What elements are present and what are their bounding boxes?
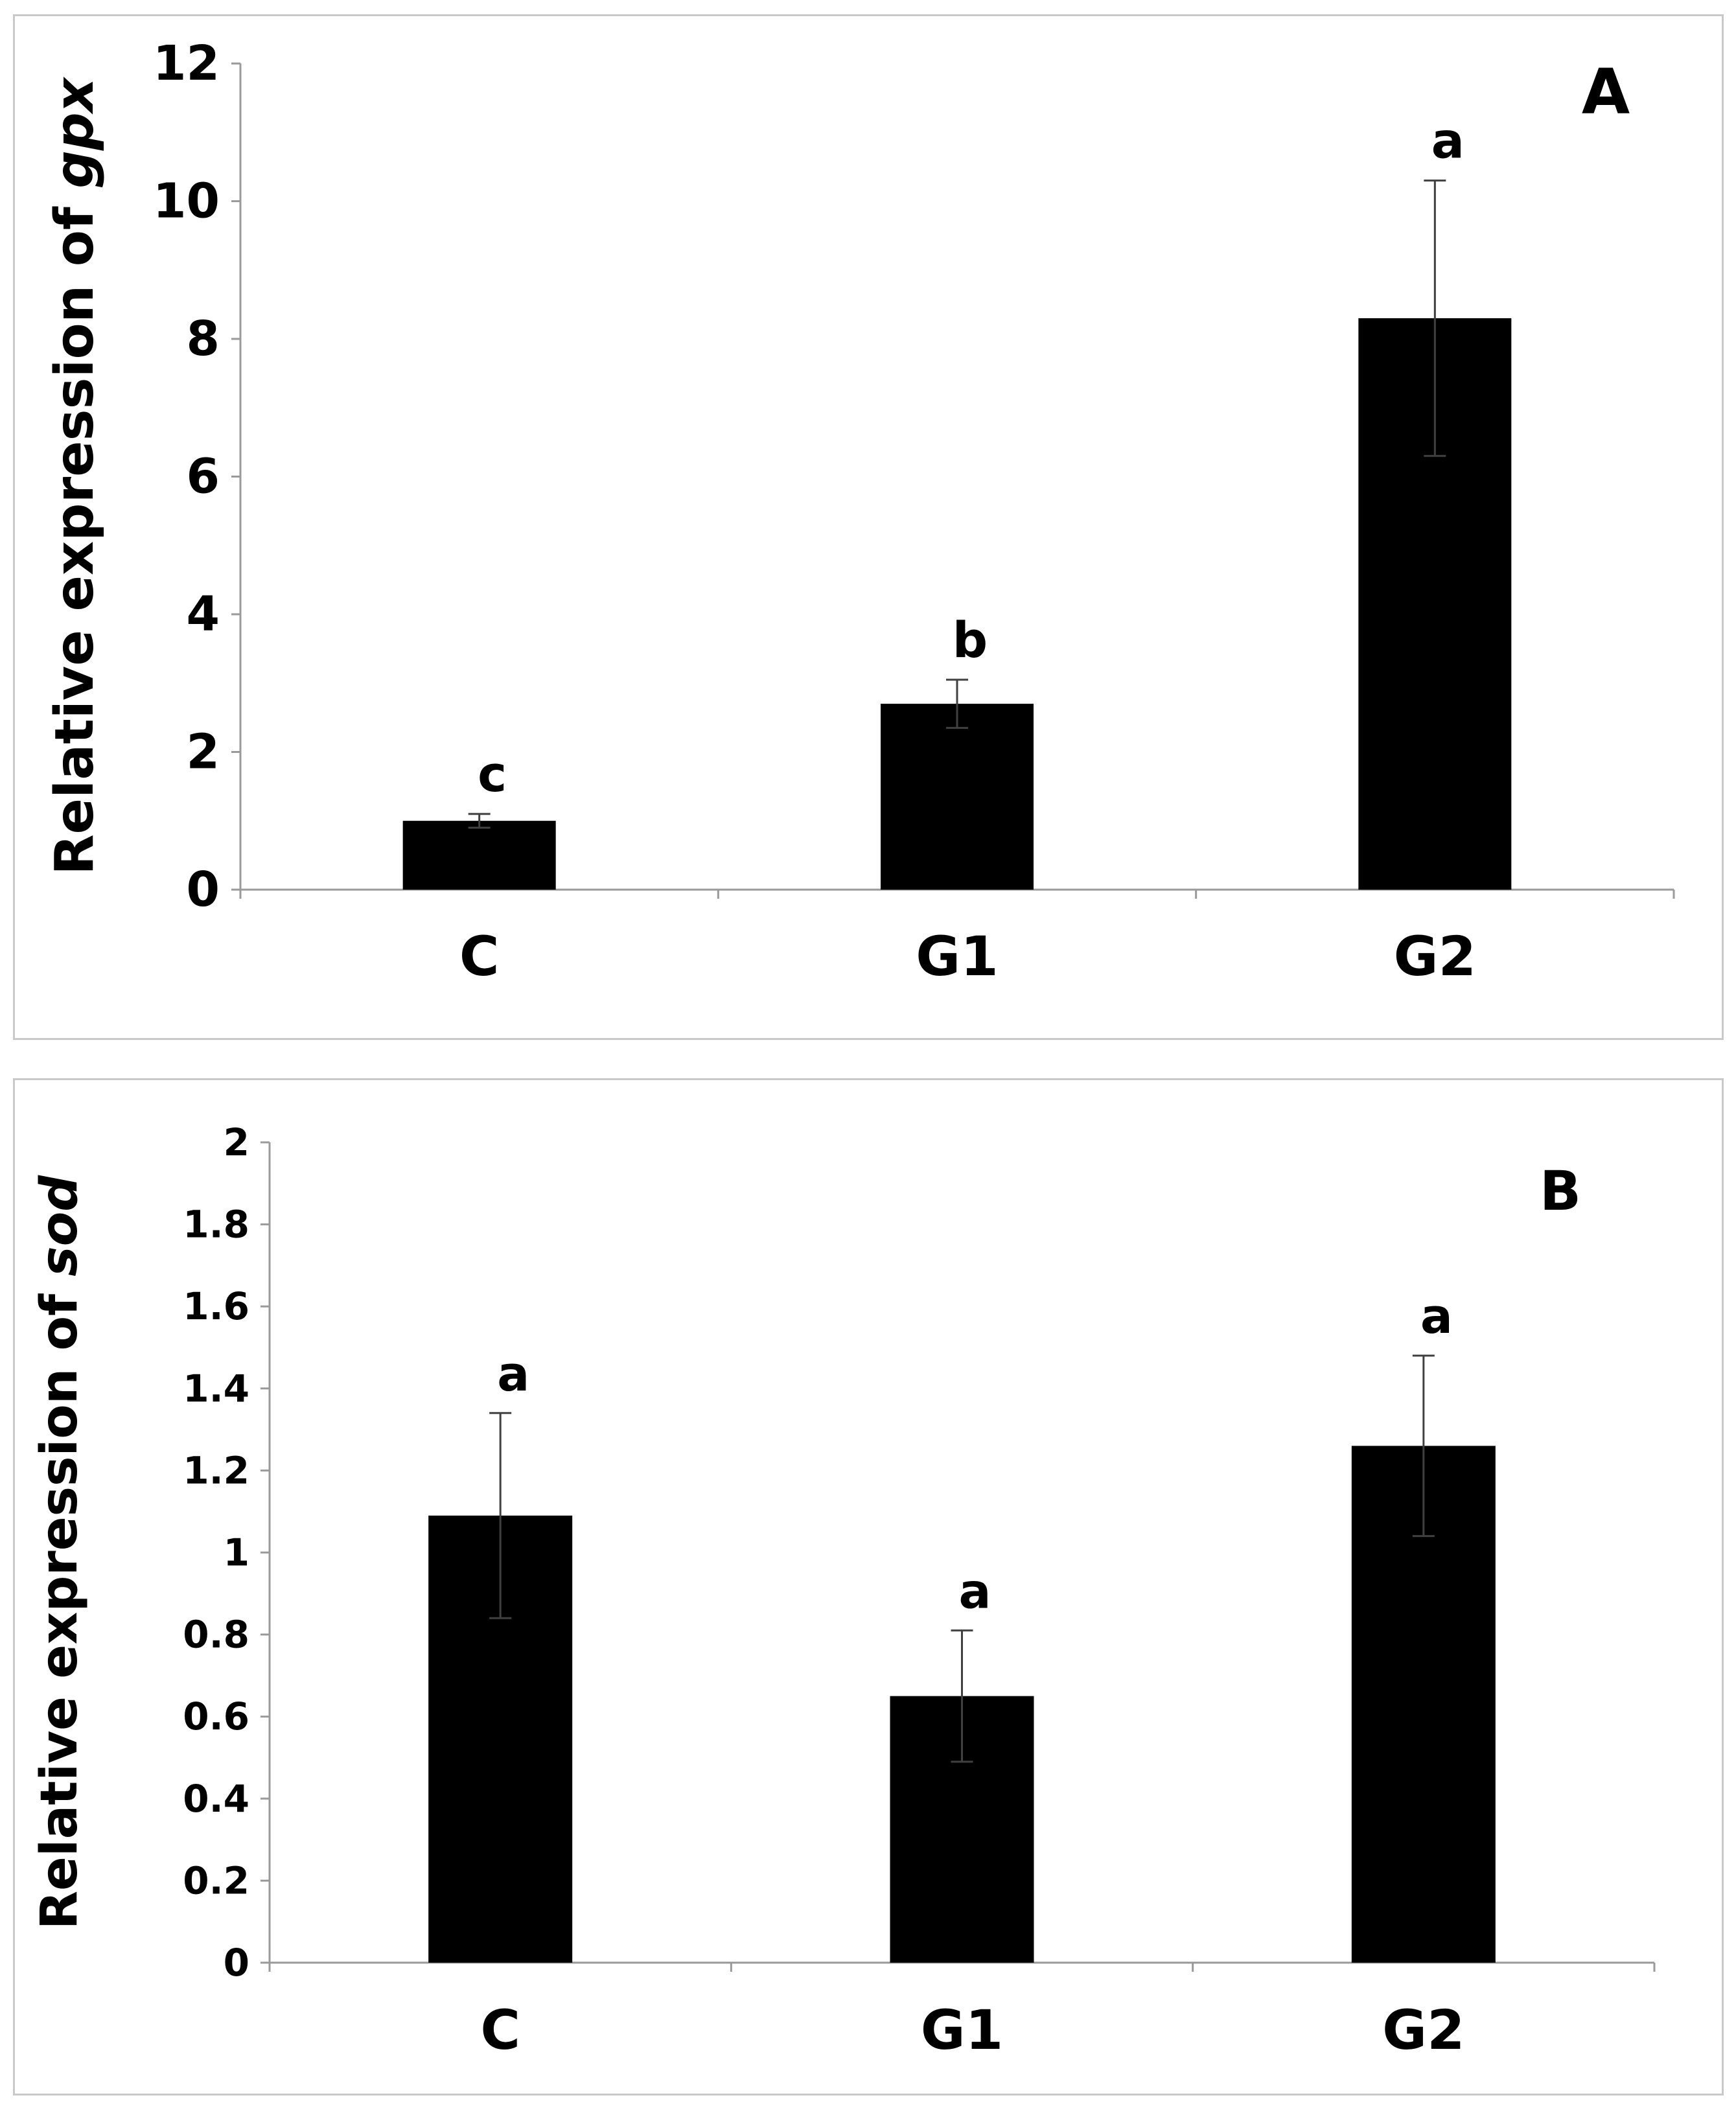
y-tick-label: 1.2 [183,1448,249,1492]
y-tick-label: 0.8 [183,1613,249,1657]
significance-letter: c [478,745,507,803]
y-tick-label: 0 [224,1941,249,1985]
y-tick-label: 1 [224,1530,249,1575]
x-category-label: G2 [1382,1998,1464,2062]
y-tick-label: 12 [153,36,220,91]
y-tick-label: 2 [224,1120,249,1164]
y-tick-label: 0.4 [183,1777,249,1821]
x-category-label: G1 [921,1998,1003,2062]
y-axis-label-gene: sod [30,1175,89,1276]
significance-letter: a [497,1346,529,1402]
y-axis-label-prefix: Relative expression of [30,1276,89,1930]
x-category-label: G2 [1394,925,1476,988]
x-category-label: C [459,925,500,988]
y-tick-label: 1.8 [183,1203,249,1247]
chart-a: 0 2 4 6 8 10 12 c Cb G1 a G2 A Relative expression of… [44,36,1675,988]
significance-letter: a [1431,112,1464,170]
y-tick-label: 1.4 [183,1367,249,1411]
panel-label: B [1540,1159,1581,1223]
bar-c [402,820,556,890]
x-category-label: G1 [916,925,998,988]
bar-g1 [881,704,1034,890]
y-tick-label: 0.6 [183,1694,249,1738]
y-tick-label: 4 [187,586,220,642]
significance-letter: a [959,1564,991,1619]
y-axis-label: Relative expression of gpx [44,76,106,875]
y-tick-label: 8 [187,311,220,367]
y-tick-label: 6 [187,449,220,505]
y-tick-label: 0 [187,862,220,918]
y-axis-label: Relative expression of sod [30,1175,89,1930]
y-tick-label: 10 [153,174,220,229]
y-tick-label: 2 [187,724,220,780]
significance-letter: b [953,611,988,669]
y-axis-label-gene: gpx [44,76,106,188]
chart-b: 0 0.2 0.4 0.6 0.8 1 1.2 1.4 1.6 1.8 2 a Ca G1 a G2 B Rela… [30,1120,1656,2062]
y-tick-label: 0.2 [183,1858,249,1902]
x-category-label: C [480,1998,520,2062]
y-tick-label: 1.6 [183,1284,249,1328]
significance-letter: a [1420,1289,1453,1345]
panel-label: A [1582,56,1630,128]
y-axis-label-prefix: Relative expression of [44,189,106,875]
